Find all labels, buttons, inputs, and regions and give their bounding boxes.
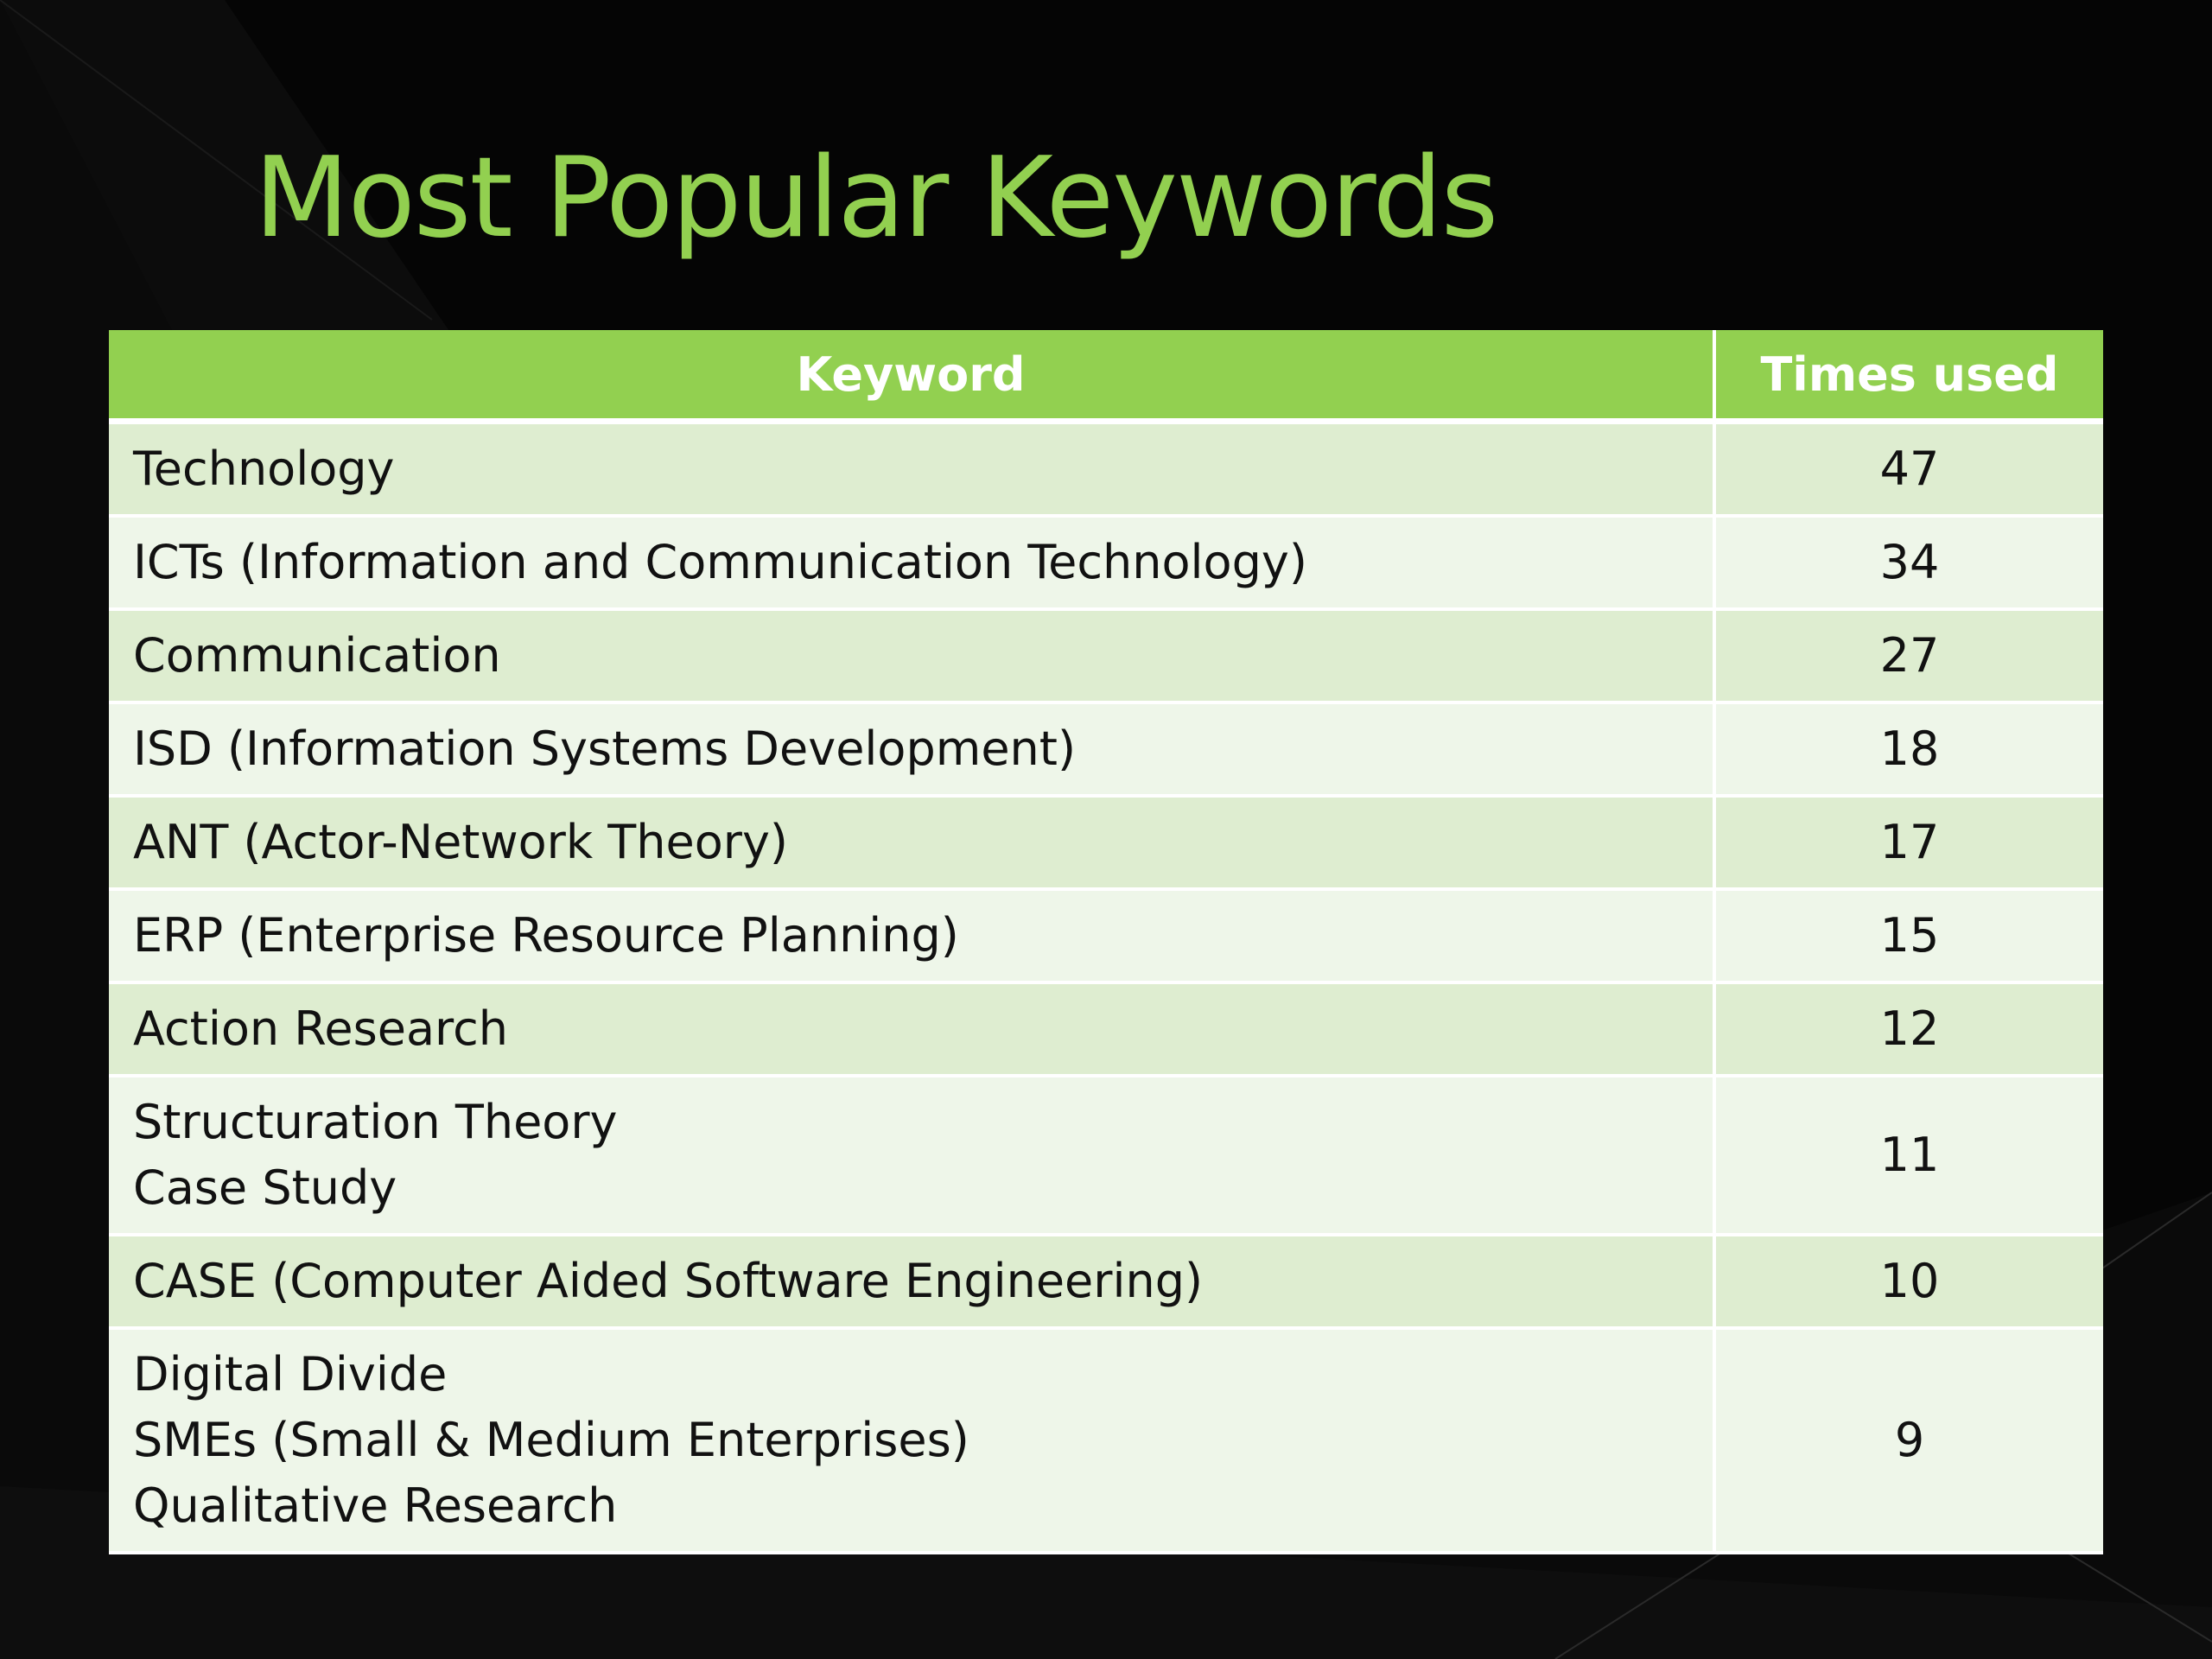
keyword-cell: ERP (Enterprise Resource Planning) bbox=[109, 889, 1716, 984]
table-header-row: Keyword Times used bbox=[109, 330, 2103, 424]
keyword-text: Qualitative Research bbox=[133, 1478, 618, 1533]
table-row: Structuration Theory Case Study 11 bbox=[109, 1076, 2103, 1236]
keyword-cell: Digital Divide SMEs (Small & Medium Enter… bbox=[109, 1328, 1716, 1554]
times-used-cell: 9 bbox=[1714, 1328, 2103, 1554]
times-used-cell: 17 bbox=[1714, 796, 2103, 891]
keyword-cell: Communication bbox=[109, 609, 1716, 704]
keyword-text: Digital Divide bbox=[133, 1347, 448, 1402]
table-row: ISD (Information Systems Development) 18 bbox=[109, 702, 2103, 798]
table-body: Technology 47 ICTs (Information and Commun… bbox=[109, 421, 2103, 1554]
table-row: Communication 27 bbox=[109, 609, 2103, 704]
keyword-cell: ANT (Actor-Network Theory) bbox=[109, 796, 1716, 891]
keyword-cell: Action Research bbox=[109, 982, 1716, 1077]
times-used-cell: 15 bbox=[1714, 889, 2103, 984]
table-row: Technology 47 bbox=[109, 421, 2103, 518]
times-used-cell: 47 bbox=[1714, 421, 2103, 518]
keyword-text: ANT (Actor-Network Theory) bbox=[133, 815, 789, 869]
times-used-cell: 11 bbox=[1714, 1076, 2103, 1236]
keyword-text: ISD (Information Systems Development) bbox=[133, 721, 1077, 776]
slide-title: Most Popular Keywords bbox=[254, 134, 1498, 263]
times-used-cell: 18 bbox=[1714, 702, 2103, 798]
keyword-cell: Technology bbox=[109, 421, 1716, 518]
keyword-text: Structuration Theory bbox=[133, 1095, 618, 1149]
times-used-cell: 12 bbox=[1714, 982, 2103, 1077]
table-row: Action Research 12 bbox=[109, 982, 2103, 1077]
keyword-text: CASE (Computer Aided Software Engineerin… bbox=[133, 1254, 1204, 1308]
table-row: CASE (Computer Aided Software Engineerin… bbox=[109, 1235, 2103, 1330]
keyword-cell: CASE (Computer Aided Software Engineerin… bbox=[109, 1235, 1716, 1330]
keyword-cell: ISD (Information Systems Development) bbox=[109, 702, 1716, 798]
keyword-cell: ICTs (Information and Communication Tech… bbox=[109, 516, 1716, 611]
times-used-cell: 10 bbox=[1714, 1235, 2103, 1330]
keyword-text: Technology bbox=[133, 442, 395, 496]
keyword-text: Communication bbox=[133, 628, 501, 683]
times-used-cell: 27 bbox=[1714, 609, 2103, 704]
keywords-table: Keyword Times used Technology 47 ICTs (Inf… bbox=[109, 330, 2103, 1554]
times-used-cell: 34 bbox=[1714, 516, 2103, 611]
keyword-text: Case Study bbox=[133, 1160, 397, 1215]
keyword-text: Action Research bbox=[133, 1001, 508, 1056]
header-keyword: Keyword bbox=[109, 330, 1716, 424]
keyword-text: SMEs (Small & Medium Enterprises) bbox=[133, 1413, 969, 1467]
table-row: ICTs (Information and Communication Tech… bbox=[109, 516, 2103, 611]
header-times-used: Times used bbox=[1714, 330, 2103, 424]
keyword-text: ICTs (Information and Communication Tech… bbox=[133, 535, 1307, 589]
table-row: ERP (Enterprise Resource Planning) 15 bbox=[109, 889, 2103, 984]
table-row: Digital Divide SMEs (Small & Medium Enter… bbox=[109, 1328, 2103, 1554]
keyword-cell: Structuration Theory Case Study bbox=[109, 1076, 1716, 1236]
table-row: ANT (Actor-Network Theory) 17 bbox=[109, 796, 2103, 891]
keyword-text: ERP (Enterprise Resource Planning) bbox=[133, 908, 959, 963]
